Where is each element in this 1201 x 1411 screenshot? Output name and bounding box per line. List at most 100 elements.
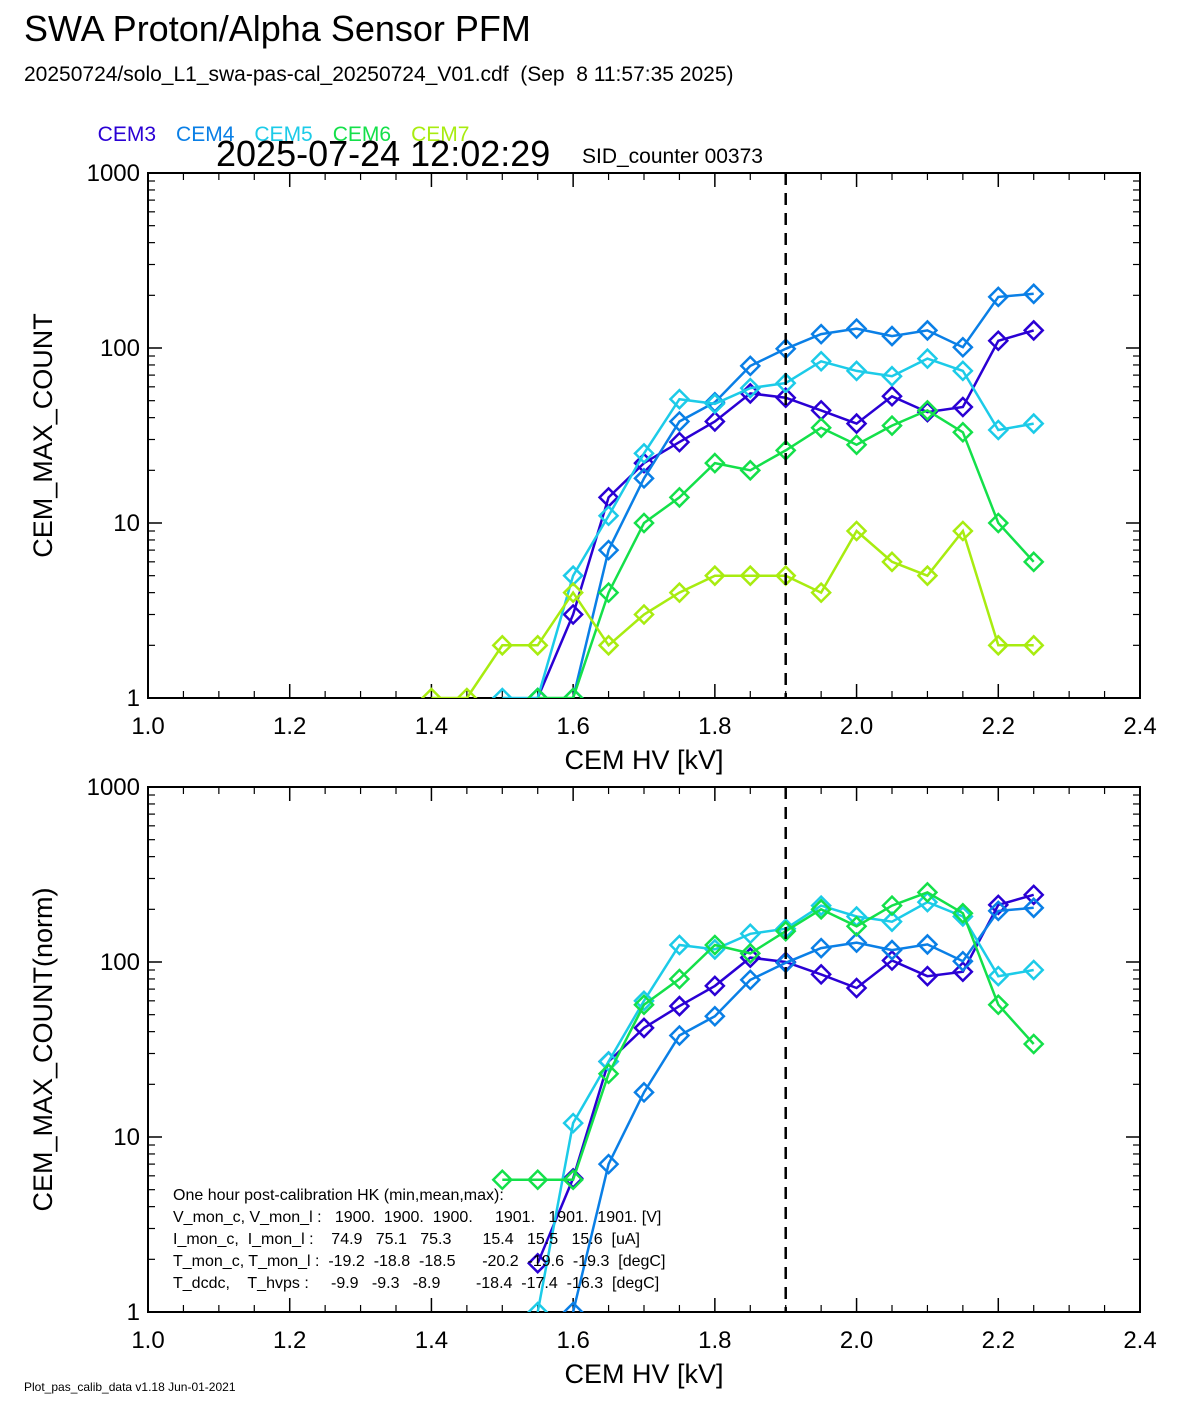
series-line [537, 408, 1035, 698]
plot-area [491, 881, 1045, 1312]
series-line [502, 357, 1034, 698]
x-tick-label: 2.2 [982, 713, 1015, 740]
footer-version: Plot_pas_calib_data v1.18 Jun-01-2021 [24, 1380, 236, 1394]
data-point [739, 946, 762, 969]
series-line [502, 891, 1035, 1181]
hk-row: T_mon_c, T_mon_l : -19.2 -18.8 -18.5 -20… [173, 1253, 665, 1270]
data-point [562, 581, 584, 604]
data-point [881, 365, 903, 387]
x-tick-label: 1.8 [698, 713, 731, 740]
data-point [562, 1168, 584, 1191]
chart-panel-1: 1.0 1.2 1.4 1.6 1.8 2.0 2.2 2.4 1 10 100 1000 CEM HV… [28, 160, 1157, 775]
series-cem6 [526, 399, 1045, 698]
data-point [597, 539, 620, 561]
data-point [704, 1005, 726, 1027]
series-cem6 [491, 881, 1045, 1191]
data-point [562, 1301, 584, 1312]
x-tick-label: 1.4 [415, 1327, 448, 1354]
data-point [633, 603, 655, 626]
data-point [774, 920, 797, 942]
data-point [881, 551, 903, 573]
sid-counter: SID_counter 00373 [582, 145, 763, 168]
data-point [597, 1062, 620, 1085]
data-point [952, 950, 974, 973]
data-point [1022, 412, 1045, 435]
data-point [881, 414, 903, 437]
data-point [1022, 1033, 1045, 1055]
data-point [810, 581, 832, 604]
data-point [1022, 283, 1045, 305]
data-point [845, 317, 868, 340]
y-tick-label: 1000 [87, 774, 140, 801]
chart-panel-2: 1.0 1.2 1.4 1.6 1.8 2.0 2.2 2.4 1 10 100 1000 CEM HV… [28, 774, 1157, 1389]
data-point [1022, 319, 1045, 342]
data-point [1022, 551, 1045, 573]
data-point [952, 905, 974, 928]
data-point [739, 942, 762, 965]
x-tick-label: 1.8 [698, 1327, 731, 1354]
data-point [597, 504, 620, 527]
data-point [633, 442, 655, 465]
data-point [952, 396, 974, 418]
data-point [952, 336, 974, 359]
data-point [526, 1252, 549, 1274]
data-point [668, 934, 691, 956]
data-point [810, 350, 832, 373]
x-tick-label: 1.4 [415, 713, 448, 740]
data-point [881, 910, 903, 933]
legend-entry-cem6: CEM6 [332, 123, 392, 146]
data-point [916, 891, 939, 913]
series-cem4 [562, 283, 1045, 698]
data-point [526, 1301, 549, 1312]
data-point [597, 1153, 620, 1175]
plot-area [420, 283, 1045, 698]
hk-row: T_dcdc, T_hvps : -9.9 -9.3 -8.9 -18.4 -1… [173, 1275, 659, 1292]
data-point [668, 1024, 691, 1047]
x-tick-label: 1.6 [556, 1327, 589, 1354]
data-point [633, 1081, 655, 1104]
x-tick-label: 2.0 [840, 713, 873, 740]
data-point [810, 417, 832, 439]
data-point [739, 355, 762, 377]
x-tick-label: 2.2 [982, 1327, 1015, 1354]
data-point [987, 894, 1010, 916]
data-point [633, 512, 655, 534]
data-point [668, 486, 691, 509]
data-point [668, 968, 691, 990]
data-point [704, 452, 726, 474]
data-point [845, 520, 868, 542]
x-tick-label: 1.0 [131, 1327, 164, 1354]
x-tick-label: 1.2 [273, 1327, 306, 1354]
legend: CEM3 CEM4 CEM5 CEM6 CEM7 [86, 99, 489, 147]
x-tick-label: 1.0 [131, 713, 164, 740]
timestamp: 2025-07-24 12:02:29 [216, 133, 551, 174]
data-point [810, 898, 832, 921]
data-point [739, 564, 762, 587]
data-point [952, 360, 974, 382]
data-point [881, 949, 903, 972]
legend-entry-cem7: CEM7 [411, 123, 470, 146]
data-point [704, 410, 726, 433]
data-point [987, 993, 1010, 1016]
data-point [739, 969, 762, 991]
x-tick-label: 2.4 [1123, 713, 1156, 740]
hk-row: V_mon_c, V_mon_l : 1900. 1900. 1900. 190… [173, 1209, 661, 1226]
y-tick-label: 1 [127, 1299, 140, 1326]
data-point [845, 433, 868, 456]
data-point [1022, 959, 1045, 981]
data-point [526, 687, 549, 698]
data-point [562, 1112, 584, 1134]
data-point [633, 990, 655, 1012]
data-point [668, 388, 691, 410]
data-point [987, 634, 1010, 657]
legend-entry-cem3: CEM3 [97, 123, 157, 146]
data-point [774, 372, 797, 394]
data-point [916, 881, 939, 904]
data-point [987, 329, 1010, 352]
data-point [845, 931, 868, 954]
data-point [916, 399, 939, 422]
data-point [881, 325, 903, 347]
data-point [597, 634, 620, 657]
data-point [420, 687, 443, 698]
